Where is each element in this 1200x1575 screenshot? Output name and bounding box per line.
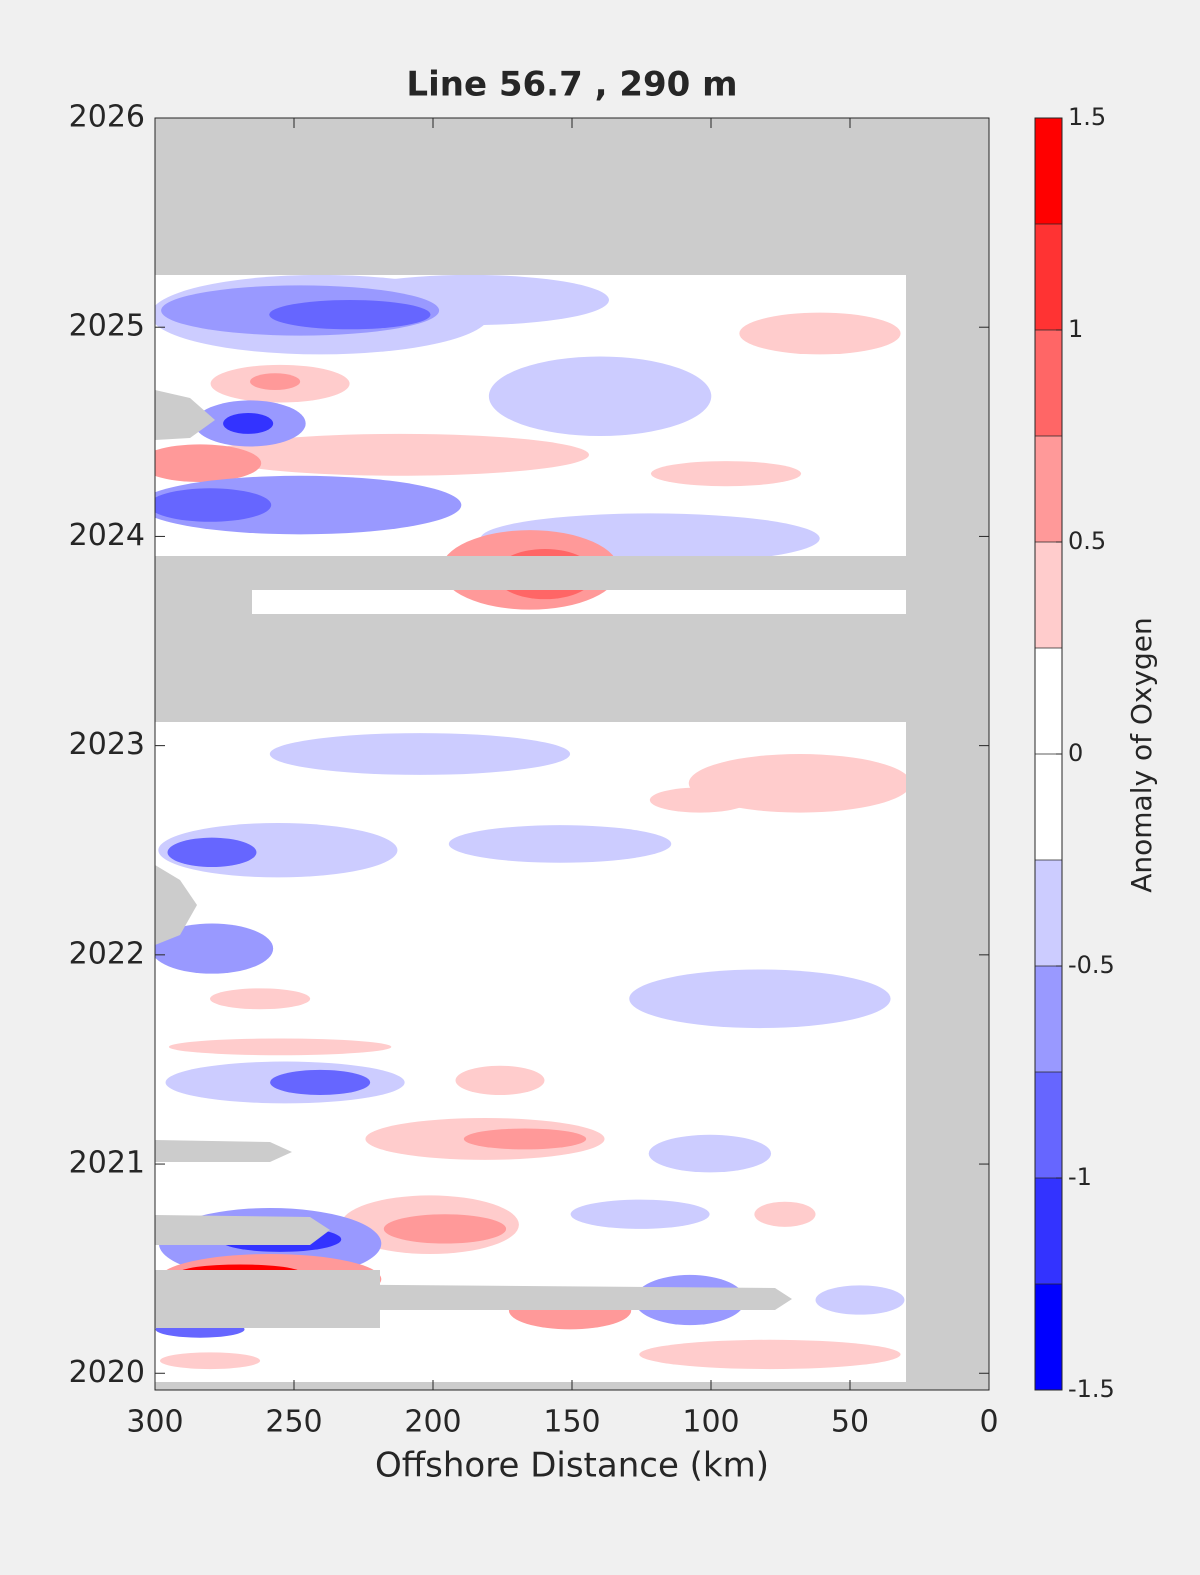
contour-region: [650, 461, 802, 487]
contour-region: [210, 433, 589, 476]
colorbar-band: [1035, 1072, 1062, 1178]
contour-region: [155, 444, 262, 483]
y-tick-label: 2023: [69, 727, 145, 762]
contour-region: [223, 412, 274, 434]
contour-region: [455, 1065, 545, 1096]
axes: 300 250 200 150 100 50 0 2020 2021 2022 2023 2024 20…: [69, 100, 999, 1440]
contour-region: [463, 1128, 587, 1150]
x-tick-label: 150: [543, 1405, 600, 1440]
contour-region: [269, 300, 431, 330]
colorbar-tick-label: -1.5: [1068, 1375, 1115, 1403]
contour-region: [570, 1199, 710, 1229]
colorbar-band: [1035, 330, 1062, 436]
contour-region: [167, 837, 257, 867]
chart-title: Line 56.7 , 290 m: [406, 65, 737, 105]
contour-region: [815, 1285, 905, 1315]
y-tick-label: 2020: [69, 1355, 145, 1390]
x-tick-label: 100: [682, 1405, 739, 1440]
colorbar-tick-label: 0: [1068, 739, 1083, 767]
y-tick-label: 2024: [69, 518, 145, 553]
contour-region: [155, 923, 274, 974]
contour-region: [448, 825, 672, 863]
contour-region: [488, 356, 712, 436]
colorbar-band: [1035, 542, 1062, 648]
colorbar-band: [1035, 860, 1062, 966]
contour-region: [155, 488, 272, 522]
contour-region: [629, 969, 891, 1029]
colorbar-band: [1035, 1284, 1062, 1390]
x-axis-label: Offshore Distance (km): [375, 1446, 769, 1486]
colorbar-band: [1035, 754, 1062, 860]
x-tick-label: 200: [404, 1405, 461, 1440]
y-tick-label: 2021: [69, 1146, 145, 1181]
colorbar-tick-label: 1: [1068, 315, 1083, 343]
y-tick-label: 2025: [69, 309, 145, 344]
contour-region: [754, 1201, 816, 1227]
y-tick-label: 2022: [69, 936, 145, 971]
colorbar-band: [1035, 118, 1062, 224]
contour-region: [250, 373, 301, 390]
contour-region: [639, 1339, 901, 1370]
contour-region: [648, 1134, 772, 1173]
colorbar-band: [1035, 1178, 1062, 1284]
x-tick-label: 0: [979, 1405, 998, 1440]
colorbar-band: [1035, 436, 1062, 542]
contour-region: [210, 988, 311, 1010]
contour-region: [649, 787, 750, 813]
x-tick-label: 50: [831, 1405, 869, 1440]
colorbar-band: [1035, 224, 1062, 330]
colorbar-tick-label: 1.5: [1068, 103, 1106, 131]
contour-region: [383, 1214, 507, 1244]
colorbar-label: Anomaly of Oxygen: [1125, 617, 1158, 893]
contour-region: [160, 1352, 261, 1370]
contour-region: [269, 733, 571, 775]
colorbar-tick-label: 0.5: [1068, 527, 1106, 555]
contour-region: [168, 1038, 392, 1056]
colorbar: -1.5 -1 -0.5 0 0.5 1 1.5: [1034, 103, 1115, 1403]
contour-region: [739, 312, 901, 355]
contour-region: [270, 1069, 371, 1096]
colorbar-band: [1035, 966, 1062, 1072]
contours: [155, 274, 912, 1370]
x-tick-label: 250: [265, 1405, 322, 1440]
x-tick-label: 300: [126, 1405, 183, 1440]
colorbar-tick-label: -0.5: [1068, 951, 1115, 979]
colorbar-band: [1035, 648, 1062, 754]
y-tick-label: 2026: [69, 100, 145, 135]
colorbar-tick-label: -1: [1068, 1163, 1092, 1191]
no-data-mask: [155, 118, 989, 1390]
